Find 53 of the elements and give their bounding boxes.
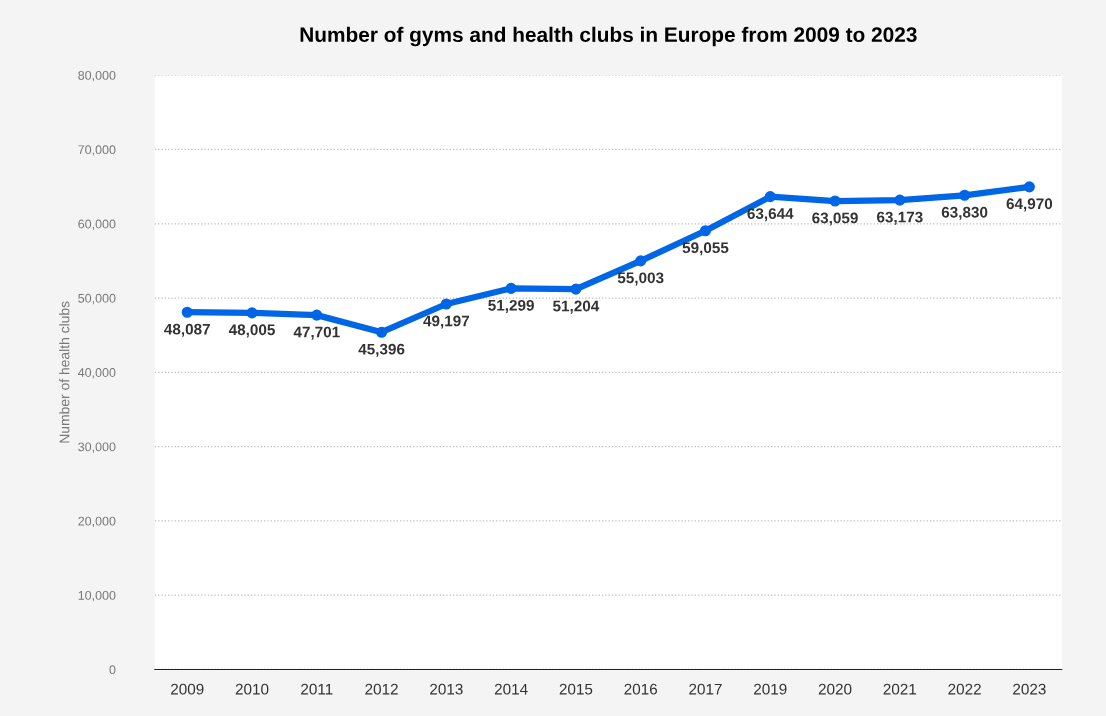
point	[764, 191, 776, 203]
x-tick-label: 2020	[818, 683, 852, 695]
data-label: 55,003	[617, 272, 664, 286]
x-tick-label: 2019	[754, 683, 787, 695]
y-axis-title: Number of health clubs	[59, 301, 70, 443]
y-tick-label: 10,000	[78, 590, 116, 602]
point	[246, 307, 258, 319]
data-label: 63,830	[941, 206, 988, 220]
x-tick-label: 2015	[559, 683, 593, 695]
data-label: 63,059	[812, 212, 858, 226]
data-label: 51,204	[553, 300, 600, 314]
x-tick-label: 2009	[171, 683, 204, 695]
data-label: 48,087	[164, 323, 210, 337]
point	[829, 195, 841, 207]
point	[894, 194, 906, 206]
data-label: 49,197	[423, 315, 470, 329]
point	[311, 309, 323, 321]
x-tick-label: 2017	[689, 683, 722, 695]
y-tick-label: 80,000	[78, 70, 116, 82]
point	[181, 306, 193, 318]
point	[570, 283, 582, 295]
data-label: 63,644	[747, 208, 794, 222]
data-label: 59,055	[682, 242, 729, 256]
y-tick-label: 70,000	[78, 145, 116, 156]
x-tick-label: 2021	[883, 683, 917, 695]
y-tick-label: 20,000	[78, 516, 116, 528]
point	[440, 298, 452, 310]
point	[1023, 181, 1035, 193]
y-tick-label: 50,000	[78, 293, 116, 305]
point	[635, 255, 647, 267]
point	[959, 189, 971, 201]
data-label: 48,005	[228, 324, 275, 338]
x-tick-label: 2022	[948, 683, 981, 695]
x-tick-label: 2010	[235, 683, 269, 695]
chart-title: Number of gyms and health clubs in Europe from 2009 to 2023	[300, 26, 917, 47]
x-tick-label: 2011	[301, 683, 333, 695]
y-tick-label: 0	[109, 665, 116, 675]
data-label: 51,299	[488, 299, 534, 313]
y-tick-label: 30,000	[78, 442, 116, 453]
x-tick-label: 2014	[494, 683, 528, 695]
y-tick-label: 40,000	[78, 368, 116, 379]
x-tick-label: 2016	[624, 683, 658, 695]
point	[505, 282, 517, 294]
point	[376, 326, 388, 338]
x-tick-label: 2012	[365, 683, 398, 695]
x-tick-label: 2013	[430, 683, 463, 695]
y-tick-label: 60,000	[78, 219, 116, 230]
data-label: 45,396	[358, 343, 405, 357]
data-label: 47,701	[293, 326, 340, 340]
data-label: 64,970	[1006, 198, 1053, 212]
x-tick-label: 2023	[1013, 683, 1046, 695]
data-label: 63,173	[877, 211, 923, 225]
point	[699, 225, 712, 237]
